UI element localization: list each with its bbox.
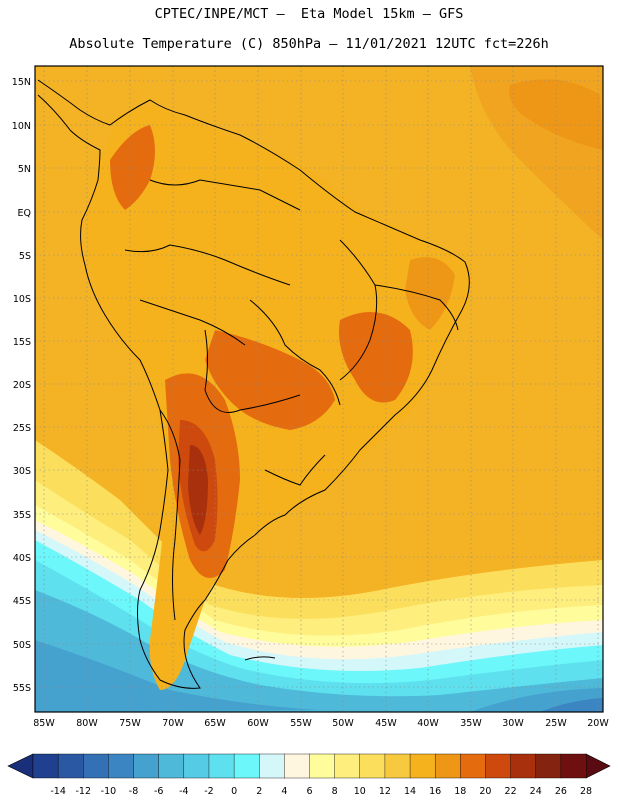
colorbar-left-arrow: [7, 753, 34, 779]
colorbar-swatch: [32, 753, 59, 779]
lat-label: 15S: [13, 337, 31, 348]
colorbar-swatch: [409, 753, 436, 779]
colorbar-swatch: [460, 753, 486, 779]
lon-label: 35W: [460, 718, 482, 729]
colorbar-swatch: [259, 753, 285, 779]
colorbar-swatch: [158, 753, 185, 779]
longitude-labels: 85W 80W 75W 70W 65W 60W 55W 50W 45W 40W …: [33, 718, 609, 729]
colorbar-label: 2: [256, 786, 262, 797]
colorbar-swatch: [510, 753, 537, 779]
lat-label: 10N: [12, 121, 31, 132]
warm-brazil-east: [339, 312, 413, 403]
band-m4: [35, 590, 603, 712]
latitude-labels: 15N 10N 5N EQ 5S 10S 15S 20S 25S 30S 35S…: [12, 77, 31, 694]
map-title-line2: Absolute Temperature (C) 850hPa – 11/01/…: [69, 36, 549, 52]
colorbar-label: 26: [555, 786, 567, 797]
colorbar-swatch: [233, 753, 260, 779]
colorbar-label: 6: [306, 786, 312, 797]
colorbar-swatch: [83, 753, 109, 779]
temperature-field: [35, 66, 603, 712]
colorbar-swatch: [284, 753, 310, 779]
lon-label: 20W: [587, 718, 609, 729]
colorbar-label: 4: [281, 786, 287, 797]
lat-label: 5S: [19, 251, 31, 262]
warm-andes-core: [188, 445, 208, 535]
colorbar-swatch: [57, 753, 84, 779]
graticule: [35, 66, 603, 712]
colorbar-label: 28: [580, 786, 592, 797]
lon-label: 70W: [162, 718, 184, 729]
lon-label: 55W: [290, 718, 312, 729]
map-frame: [34, 65, 604, 713]
colorbar-label: 14: [404, 786, 416, 797]
colorbar-label: -4: [179, 786, 188, 797]
colorbar-label: 18: [454, 786, 466, 797]
warm-chaco: [205, 330, 335, 430]
colorbar-swatch: [359, 753, 386, 779]
lon-label: 75W: [119, 718, 141, 729]
lon-label: 30W: [502, 718, 524, 729]
band-m6-west: [35, 640, 320, 712]
lat-label: 5N: [18, 164, 31, 175]
colorbar-label: -10: [101, 786, 117, 797]
colorbar-swatch: [183, 753, 210, 779]
colorbar-label: -14: [50, 786, 66, 797]
colorbar-label: 22: [505, 786, 517, 797]
colorbar-label: -6: [154, 786, 163, 797]
colorbar-label: -2: [204, 786, 213, 797]
band-m8-east: [540, 698, 603, 712]
colorbar-label: 12: [379, 786, 391, 797]
warm-brazil-ne: [405, 257, 455, 330]
colorbar-label: -12: [76, 786, 92, 797]
lat-label: 55S: [13, 683, 31, 694]
warmest-ocean-ne: [509, 79, 603, 150]
colorbar-swatch: [384, 753, 411, 779]
colorbar-label: 8: [332, 786, 338, 797]
colorbar-swatch: [535, 753, 562, 779]
colorbar-swatch: [434, 753, 461, 779]
colorbar-right-arrow: [585, 753, 611, 779]
lon-label: 25W: [545, 718, 567, 729]
lat-label: 40S: [13, 553, 31, 564]
lat-label: 10S: [13, 294, 31, 305]
warm-colombia: [110, 125, 155, 210]
colorbar-label: 16: [429, 786, 441, 797]
colorbar-label: -8: [129, 786, 138, 797]
colorbar-swatch: [108, 753, 135, 779]
colorbar-swatch: [309, 753, 336, 779]
colorbar-swatch: [560, 753, 587, 779]
colorbar-swatch: [485, 753, 512, 779]
colorbar: -14 -12 -10 -8 -6 -4 -2 0 2 4 6 8 10 12 14 16 18 20 22 24 26…: [7, 753, 611, 797]
lat-label: 20S: [13, 380, 31, 391]
lon-label: 40W: [417, 718, 439, 729]
lat-label: 15N: [12, 77, 31, 88]
lon-label: 60W: [247, 718, 269, 729]
colorbar-label: 10: [354, 786, 366, 797]
lon-label: 85W: [33, 718, 55, 729]
colorbar-label: 20: [479, 786, 491, 797]
lat-label: 45S: [13, 596, 31, 607]
lat-label: EQ: [18, 208, 31, 219]
colorbar-swatch: [334, 753, 361, 779]
lat-label: 35S: [13, 510, 31, 521]
colorbar-swatches: [32, 753, 587, 779]
lon-label: 45W: [375, 718, 397, 729]
coastlines: [37, 79, 470, 689]
lon-label: 50W: [332, 718, 354, 729]
colorbar-label: 0: [231, 786, 237, 797]
map-title-line1: CPTEC/INPE/MCT – Eta Model 15km – GFS: [154, 6, 464, 22]
lat-label: 30S: [13, 466, 31, 477]
colorbar-swatch: [133, 753, 160, 779]
lon-label: 80W: [76, 718, 98, 729]
lon-label: 65W: [204, 718, 226, 729]
colorbar-labels: -14 -12 -10 -8 -6 -4 -2 0 2 4 6 8 10 12 14 16 18 20 22 24 26…: [50, 786, 592, 797]
lat-label: 25S: [13, 423, 31, 434]
colorbar-swatch: [208, 753, 235, 779]
colorbar-label: 24: [530, 786, 542, 797]
lat-label: 50S: [13, 640, 31, 651]
